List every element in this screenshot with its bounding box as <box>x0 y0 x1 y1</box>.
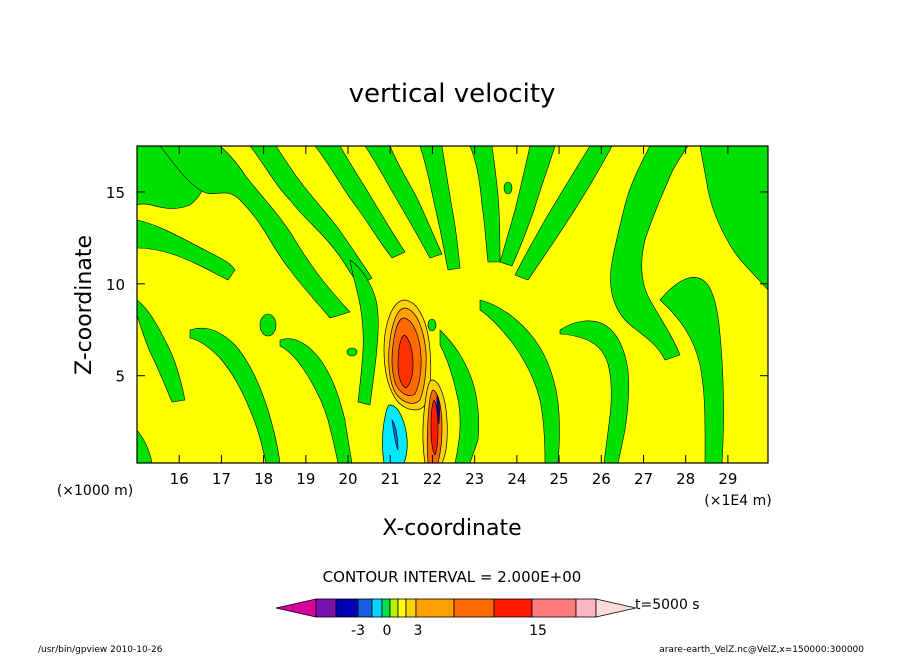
green-band-lower-7 <box>559 320 630 463</box>
colorbar-swatch <box>493 598 533 618</box>
green-band-lower-3 <box>279 338 353 463</box>
green-spot-3 <box>346 347 358 357</box>
x-tick-label: 27 <box>634 470 653 488</box>
x-tick-label: 29 <box>718 470 737 488</box>
colorbar-swatch <box>357 598 373 618</box>
plot-area <box>136 145 769 464</box>
green-band-right-lower <box>659 277 724 463</box>
chart-title: vertical velocity <box>349 79 556 109</box>
colorbar-swatch <box>453 598 495 618</box>
footer-right: arare-earth_VelZ.nc@VelZ,x=150000:300000 <box>659 645 864 654</box>
x-tick-label: 17 <box>212 470 231 488</box>
x-tick-label: 26 <box>592 470 611 488</box>
y-axis: 5 10 15 <box>106 184 768 386</box>
x-tick-label: 21 <box>381 470 400 488</box>
green-band-3 <box>314 146 406 259</box>
green-band-1 <box>159 146 351 319</box>
x-axis: 16 17 18 19 20 21 22 23 24 25 26 27 28 29 <box>170 146 737 488</box>
x-tick-label: 23 <box>465 470 484 488</box>
y-tick-label: 15 <box>106 184 125 202</box>
x-tick-label: 22 <box>423 470 442 488</box>
x-tick-label: 16 <box>170 470 189 488</box>
green-band-4 <box>364 146 443 259</box>
colorbar-tick-label: 0 <box>383 623 392 639</box>
green-band-lower-left <box>137 299 186 403</box>
plot-frame <box>136 145 769 464</box>
colorbar-swatch <box>389 598 399 618</box>
green-band-8 <box>514 146 613 281</box>
green-band-lower-2 <box>189 327 281 463</box>
colorbar-swatch <box>371 598 383 618</box>
time-label: t=5000 s <box>635 597 700 613</box>
updraft2-inner <box>430 399 439 456</box>
green-band-lower-5 <box>439 329 480 463</box>
green-band-lower-4 <box>349 259 379 406</box>
x-tick-label: 18 <box>254 470 273 488</box>
x-unit-right: (×1E4 m) <box>704 493 771 509</box>
x-unit-left: (×1000 m) <box>57 483 133 499</box>
contour-interval-label: CONTOUR INTERVAL = 2.000E+00 <box>323 568 582 586</box>
colorbar-tick-label: 15 <box>529 623 547 639</box>
green-band-7 <box>499 146 556 267</box>
y-axis-label: Z-coordinate <box>72 235 97 375</box>
x-tick-label: 20 <box>338 470 357 488</box>
y-tick-label: 5 <box>115 368 125 386</box>
colorbar-swatch <box>575 598 597 618</box>
colorbar-swatch <box>397 598 407 618</box>
colorbar-high-triangle <box>595 598 637 618</box>
x-tick-label: 25 <box>550 470 569 488</box>
colorbar-tick-label: -3 <box>351 623 365 639</box>
colorbar-swatch <box>335 598 359 618</box>
green-spot-1 <box>259 313 277 337</box>
green-band-right <box>699 146 768 291</box>
x-axis-label: X-coordinate <box>382 516 521 541</box>
x-tick-label: 28 <box>676 470 695 488</box>
footer-left: /usr/bin/gpview 2010-10-26 <box>38 645 163 654</box>
y-tick-label: 10 <box>106 276 125 294</box>
colorbar-swatch <box>315 598 337 618</box>
colorbar-tick-label: 3 <box>414 623 423 639</box>
colorbar-low-triangle <box>275 598 317 618</box>
colorbar-swatch <box>531 598 577 618</box>
green-spot-4 <box>427 318 437 332</box>
downdraft-core-dark <box>436 394 440 425</box>
colorbar-swatch <box>415 598 455 618</box>
green-band-left-mid <box>137 219 236 281</box>
downdraft-blue <box>391 418 399 451</box>
green-band-lower-6 <box>479 299 560 463</box>
contour-fills <box>137 146 768 463</box>
x-tick-label: 19 <box>296 470 315 488</box>
colorbar-swatch <box>381 598 391 618</box>
colorbar-swatch <box>405 598 417 618</box>
colorbar: -3 0 3 15 <box>275 598 637 639</box>
updraft-inner <box>397 334 414 389</box>
green-spot-2 <box>503 181 513 195</box>
green-band-bottom-left <box>137 429 153 463</box>
green-band-5 <box>419 146 461 271</box>
green-band-9 <box>610 146 689 361</box>
x-tick-label: 24 <box>507 470 526 488</box>
